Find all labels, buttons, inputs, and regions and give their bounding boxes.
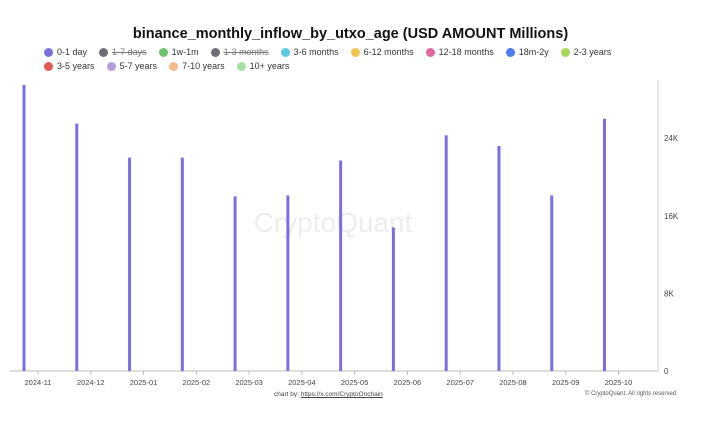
x-tick-label: 2025-10: [605, 378, 633, 387]
legend-label: 1w-1m: [171, 47, 199, 57]
legend-item[interactable]: 1w-1m: [158, 47, 199, 57]
x-tick-label: 2025-01: [130, 378, 158, 387]
legend-swatch: [236, 61, 246, 71]
legend-label: 6-12 months: [363, 47, 414, 57]
bar: [339, 160, 343, 371]
x-tick-label: 2025-04: [288, 378, 316, 387]
legend-item[interactable]: 5-7 years: [106, 61, 158, 71]
legend-item[interactable]: 18m-2y: [505, 47, 549, 57]
legend-item[interactable]: 3-5 years: [44, 61, 95, 71]
watermark: CryptoQuant: [254, 207, 413, 238]
bar: [22, 84, 26, 371]
legend-label: 18m-2y: [518, 47, 549, 57]
bar: [180, 157, 184, 371]
legend-label: 12-18 months: [438, 47, 494, 57]
y-tick-label: 0: [664, 367, 669, 376]
legend-label: 1-3 months: [223, 47, 269, 57]
legend-swatch: [106, 61, 116, 71]
legend-label: 10+ years: [249, 61, 290, 71]
x-tick-label: 2025-09: [552, 378, 580, 387]
legend-swatch: [169, 61, 179, 71]
x-tick-label: 2025-02: [183, 378, 211, 387]
legend-item[interactable]: 1-3 months: [210, 47, 269, 57]
legend-item[interactable]: 6-12 months: [350, 47, 414, 57]
chart-credit: chart by: https://x.com/CryptoOnchain: [274, 391, 383, 398]
bar: [233, 196, 237, 371]
credit-link[interactable]: https://x.com/CryptoOnchain: [300, 391, 383, 398]
legend-item[interactable]: 1-7 days: [99, 47, 147, 57]
legend-item[interactable]: 7-10 years: [169, 61, 225, 71]
legend-swatch: [158, 47, 168, 57]
legend-item[interactable]: 2-3 years: [560, 47, 612, 57]
bar: [603, 118, 607, 371]
bar: [550, 195, 554, 371]
y-tick-label: 16K: [664, 212, 679, 221]
y-tick-label: 8K: [664, 289, 674, 298]
y-tick-label: 24K: [664, 134, 679, 143]
chart-title: binance_monthly_inflow_by_utxo_age (USD …: [132, 26, 569, 42]
legend-swatch: [99, 47, 109, 57]
legend-item[interactable]: 3-6 months: [280, 47, 339, 57]
bar: [497, 145, 501, 371]
legend-item[interactable]: 10+ years: [236, 61, 290, 71]
legend-item[interactable]: 12-18 months: [425, 47, 494, 57]
legend-label: 7-10 years: [182, 61, 225, 71]
bar: [286, 195, 290, 371]
legend-label: 3-6 months: [293, 47, 339, 57]
x-tick-label: 2025-06: [394, 378, 422, 387]
legend: 0-1 day 1-7 days 1w-1m 1-3 months 3-6 months…: [44, 47, 664, 71]
credit-prefix: chart by:: [274, 391, 301, 398]
bar: [75, 123, 79, 372]
legend-label: 1-7 days: [112, 47, 147, 57]
x-tick-label: 2025-05: [341, 378, 369, 387]
legend-swatch: [280, 47, 290, 57]
legend-item[interactable]: 0-1 day: [44, 47, 87, 57]
legend-label: 2-3 years: [573, 47, 612, 57]
bar: [444, 135, 448, 371]
legend-label: 3-5 years: [57, 61, 95, 71]
legend-swatch: [44, 61, 53, 71]
legend-label: 5-7 years: [119, 61, 158, 71]
legend-swatch: [425, 47, 435, 57]
x-tick-label: 2025-03: [235, 378, 263, 387]
legend-swatch: [505, 47, 515, 57]
x-tick-label: 2025-08: [499, 378, 527, 387]
legend-swatch: [560, 47, 570, 57]
x-tick-label: 2024-11: [25, 378, 52, 387]
bar: [128, 157, 132, 371]
x-tick-label: 2025-07: [446, 378, 474, 387]
legend-swatch: [210, 47, 220, 57]
x-tick-label: 2024-12: [77, 378, 105, 387]
bar: [391, 227, 395, 371]
legend-swatch: [350, 47, 360, 57]
legend-label: 0-1 day: [57, 47, 88, 57]
legend-swatch: [44, 47, 53, 57]
copyright-notice: © CryptoQuant. All rights reserved: [585, 391, 677, 397]
